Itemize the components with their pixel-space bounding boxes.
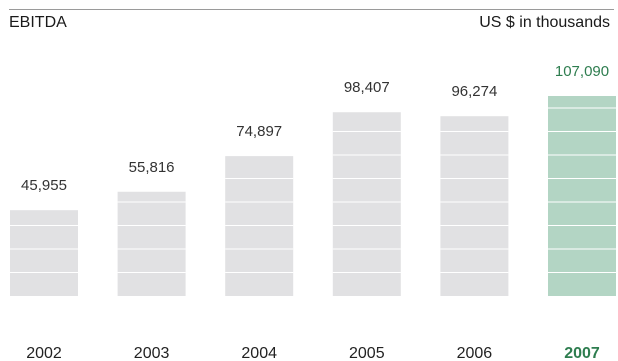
value-label-2002: 45,955 <box>21 177 67 194</box>
value-label-2007: 107,090 <box>555 63 609 80</box>
value-label-2005: 98,407 <box>344 79 390 96</box>
value-label-2003: 55,816 <box>129 159 175 176</box>
bar-2003 <box>117 191 186 296</box>
unit-label: US $ in thousands <box>479 14 610 31</box>
bar-2002 <box>10 210 78 296</box>
bar-group-2005: 98,407 2005 <box>332 79 401 361</box>
bar-2004 <box>225 156 294 296</box>
value-label-2004: 74,897 <box>236 123 282 140</box>
value-label-2006: 96,274 <box>451 83 497 100</box>
bar-2006 <box>440 116 509 296</box>
bar-group-2003: 55,816 2003 <box>117 159 186 361</box>
x-tick-label-2005: 2005 <box>349 345 385 361</box>
bar-2005 <box>332 112 401 296</box>
bar-2007 <box>548 96 616 296</box>
top-rule <box>9 9 614 10</box>
x-tick-label-2003: 2003 <box>134 345 170 361</box>
x-tick-label-2007: 2007 <box>564 345 600 361</box>
x-tick-label-2002: 2002 <box>26 345 62 361</box>
bar-group-2007: 107,090 2007 <box>548 63 616 361</box>
bar-group-2002: 45,955 2002 <box>10 177 78 361</box>
bar-group-2006: 96,274 2006 <box>440 83 509 361</box>
x-tick-label-2006: 2006 <box>457 345 493 361</box>
chart-title: EBITDA <box>9 14 67 31</box>
bar-group-2004: 74,897 2004 <box>225 123 294 361</box>
x-tick-label-2004: 2004 <box>241 345 277 361</box>
